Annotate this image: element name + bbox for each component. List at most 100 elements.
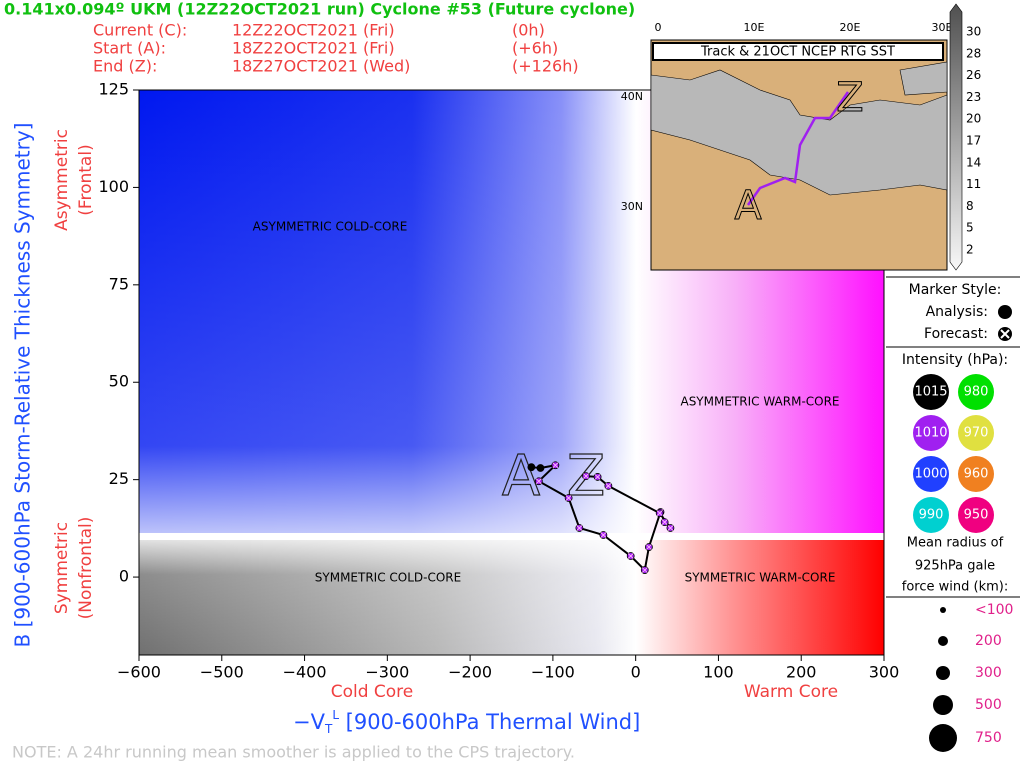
- colorbar-label: 5: [966, 221, 974, 235]
- inset-end-label: Z: [836, 75, 863, 121]
- radius-label: 300: [975, 665, 1002, 681]
- legend-title: force wind (km):: [902, 580, 1008, 595]
- region-label: SYMMETRIC WARM-CORE: [685, 571, 836, 585]
- forecast-cross: [646, 544, 652, 550]
- lat-tick: 40N: [621, 90, 643, 103]
- lon-tick: 0: [655, 21, 662, 34]
- inset-start-label: A: [734, 183, 762, 229]
- lon-tick: 10E: [744, 21, 765, 34]
- trajectory: [527, 461, 675, 574]
- x-tick-label: −500: [200, 663, 244, 682]
- intensity-label: 1010: [914, 426, 947, 441]
- forecast-cross: [535, 478, 542, 485]
- x-tick-label: −100: [531, 663, 575, 682]
- lon-tick: 30E: [932, 21, 953, 34]
- radius-label: <100: [975, 602, 1013, 618]
- intensity-label: 980: [964, 385, 989, 400]
- y-side-label: (Nonfrontal): [76, 517, 96, 620]
- y-tick-label: 75: [109, 274, 129, 293]
- track-point: [527, 463, 536, 472]
- intensity-label: 1000: [914, 467, 947, 482]
- y-tick-label: 100: [98, 177, 129, 196]
- colorbar-label: 17: [966, 134, 981, 148]
- run-info-text: (0h): [512, 21, 545, 40]
- radius-swatch: [938, 636, 948, 646]
- colorbar-label: 14: [966, 155, 981, 169]
- radius-swatch: [936, 666, 950, 680]
- colorbar-label: 2: [966, 243, 974, 257]
- x-tick-label: −200: [448, 663, 492, 682]
- intensity-swatch: [913, 456, 949, 492]
- x-axis-sub: T: [324, 722, 333, 736]
- colorbar-label: 23: [966, 90, 981, 104]
- intensity-label: 1015: [914, 385, 947, 400]
- radius-swatch: [929, 724, 957, 752]
- radius-swatch: [933, 695, 953, 715]
- intensity-swatch: [913, 497, 949, 533]
- x-axis-symbol: −V: [293, 710, 326, 734]
- forecast-cross: [605, 483, 612, 489]
- forecast-cross: [576, 525, 583, 531]
- legend-title: Mean radius of: [907, 536, 1004, 551]
- run-info-text: 12Z22OCT2021 (Fri): [232, 21, 395, 40]
- run-info-text: Current (C):: [93, 21, 187, 40]
- colorbar-label: 11: [966, 177, 981, 191]
- region-label: ASYMMETRIC WARM-CORE: [680, 395, 839, 409]
- run-info-text: Start (A):: [93, 39, 166, 58]
- colorbar-label: 28: [966, 46, 981, 60]
- run-info-text: 18Z27OCT2021 (Wed): [232, 57, 410, 76]
- x-tick-label: −600: [117, 663, 161, 682]
- y-side-label: Asymmetric: [52, 129, 72, 231]
- colorbar-label: 20: [966, 112, 981, 126]
- lon-tick: 20E: [840, 21, 861, 34]
- legend-title: Marker Style:: [909, 282, 1002, 298]
- x-tick-label: −400: [283, 663, 327, 682]
- x-axis-sup: L: [332, 708, 339, 722]
- inset-map: Track & 21OCT NCEP RTG SST 0 10E 20E 30E…: [621, 3, 963, 271]
- run-info-text: (+126h): [512, 57, 579, 76]
- intensity-swatch: [913, 415, 949, 451]
- x-side-label: Warm Core: [744, 682, 838, 702]
- x-tick-label: −300: [365, 663, 409, 682]
- legend: Marker Style: Analysis: Forecast: Intens…: [886, 276, 1020, 752]
- y-tick-label: 125: [98, 80, 129, 99]
- colorbar: 30 28 26 23 20 17 14 11 8 5 2: [966, 25, 981, 257]
- region-label: ASYMMETRIC COLD-CORE: [253, 220, 408, 234]
- intensity-label: 960: [964, 467, 989, 482]
- forecast-cross: [656, 510, 663, 517]
- run-info-text: (+6h): [512, 39, 558, 58]
- intensity-label: 970: [964, 426, 989, 441]
- intensity-swatch: [958, 456, 994, 492]
- run-info-text: End (Z):: [93, 57, 157, 76]
- run-info-text: 18Z22OCT2021 (Fri): [232, 39, 395, 58]
- radius-label: 750: [975, 730, 1002, 746]
- track-point: [536, 464, 545, 472]
- y-side-label: Symmetric: [52, 522, 72, 614]
- y-side-label: (Frontal): [76, 144, 96, 215]
- intensity-label: 990: [919, 508, 944, 523]
- colorbar-label: 8: [966, 199, 974, 213]
- legend-item: Forecast:: [924, 326, 988, 342]
- forecast-cross: [667, 525, 674, 531]
- x-tick-label: 200: [786, 663, 817, 682]
- radius-swatch: [940, 607, 946, 613]
- lat-tick: 30N: [621, 200, 643, 213]
- legend-marker: [998, 305, 1012, 319]
- x-tick-label: 300: [869, 663, 900, 682]
- inset-title: Track & 21OCT NCEP RTG SST: [700, 45, 895, 60]
- chart-title: 0.141x0.094º UKM (12Z22OCT2021 run) Cycl…: [4, 0, 635, 19]
- intensity-swatch: [913, 374, 949, 410]
- run-info: Current (C): 12Z22OCT2021 (Fri) (0h) Start …: [93, 21, 579, 76]
- forecast-cross: [594, 474, 601, 480]
- y-tick-label: 25: [109, 469, 129, 488]
- y-axis-label: B [900-600hPa Storm-Relative Thickness S…: [11, 123, 35, 648]
- x-axis-label: −VTL [900-600hPa Thermal Wind]: [293, 708, 640, 736]
- forecast-cross: [641, 567, 648, 573]
- intensity-swatch: [958, 415, 994, 451]
- colorbar-label: 30: [966, 25, 981, 39]
- radius-label: 500: [975, 697, 1002, 713]
- region-label: SYMMETRIC COLD-CORE: [315, 571, 461, 585]
- intensity-label: 950: [964, 508, 989, 523]
- forecast-cross: [552, 462, 559, 469]
